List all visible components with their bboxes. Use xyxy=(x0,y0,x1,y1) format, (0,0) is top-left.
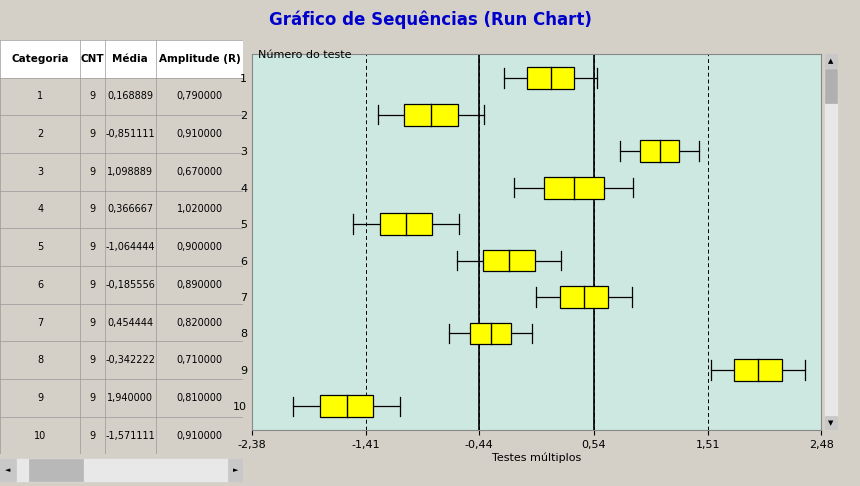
Text: -0,185556: -0,185556 xyxy=(105,280,155,290)
Text: 4: 4 xyxy=(37,205,43,214)
Text: 0,910000: 0,910000 xyxy=(176,129,223,139)
Text: 2: 2 xyxy=(37,129,43,139)
Text: Categoria: Categoria xyxy=(11,53,69,64)
Bar xyxy=(0,459,15,481)
Text: 9: 9 xyxy=(89,91,95,102)
Bar xyxy=(320,396,373,417)
Bar xyxy=(29,459,83,481)
Text: Gráfico de Sequências (Run Chart): Gráfico de Sequências (Run Chart) xyxy=(268,11,592,29)
Bar xyxy=(825,69,837,416)
Text: 0,168889: 0,168889 xyxy=(108,91,153,102)
Bar xyxy=(15,459,228,481)
Text: 0,366667: 0,366667 xyxy=(108,205,153,214)
Text: 0,890000: 0,890000 xyxy=(176,280,223,290)
Text: 0,910000: 0,910000 xyxy=(176,431,223,441)
Text: 9: 9 xyxy=(89,242,95,252)
Text: 1,020000: 1,020000 xyxy=(176,205,223,214)
Text: ▲: ▲ xyxy=(828,59,833,65)
Text: -0,851111: -0,851111 xyxy=(106,129,155,139)
Text: 9: 9 xyxy=(89,431,95,441)
Text: 0,454444: 0,454444 xyxy=(108,317,153,328)
Text: 0,900000: 0,900000 xyxy=(176,242,223,252)
X-axis label: Testes múltiplos: Testes múltiplos xyxy=(492,452,581,463)
Bar xyxy=(527,67,574,89)
Text: CNT: CNT xyxy=(81,53,104,64)
Bar xyxy=(544,176,604,198)
Bar xyxy=(734,359,782,381)
Text: Média: Média xyxy=(113,53,148,64)
Text: 9: 9 xyxy=(89,129,95,139)
Text: 9: 9 xyxy=(89,167,95,177)
Text: ►: ► xyxy=(233,467,238,473)
Text: 0,670000: 0,670000 xyxy=(176,167,223,177)
Text: 7: 7 xyxy=(37,317,43,328)
Text: 0,820000: 0,820000 xyxy=(176,317,223,328)
Text: 5: 5 xyxy=(37,242,43,252)
Bar xyxy=(640,140,679,162)
Text: 1,940000: 1,940000 xyxy=(108,393,153,403)
Text: 0,710000: 0,710000 xyxy=(176,355,223,365)
Text: 0,790000: 0,790000 xyxy=(176,91,223,102)
Bar xyxy=(483,250,535,272)
Bar xyxy=(404,104,458,125)
Text: 6: 6 xyxy=(37,280,43,290)
Bar xyxy=(380,213,433,235)
Bar xyxy=(560,286,608,308)
Bar xyxy=(825,54,837,69)
Text: 9: 9 xyxy=(89,205,95,214)
Text: 0,810000: 0,810000 xyxy=(176,393,223,403)
Text: Amplitude (R): Amplitude (R) xyxy=(159,53,241,64)
Text: -1,571111: -1,571111 xyxy=(105,431,155,441)
Text: Número do teste: Número do teste xyxy=(258,50,351,60)
Text: 10: 10 xyxy=(34,431,46,441)
Text: 3: 3 xyxy=(37,167,43,177)
Text: 1,098889: 1,098889 xyxy=(108,167,153,177)
Text: 1: 1 xyxy=(37,91,43,102)
Text: 9: 9 xyxy=(89,317,95,328)
Text: -0,342222: -0,342222 xyxy=(105,355,155,365)
Bar xyxy=(470,323,512,345)
Bar xyxy=(0,40,243,78)
Text: 9: 9 xyxy=(89,393,95,403)
Text: 9: 9 xyxy=(37,393,43,403)
Text: 8: 8 xyxy=(37,355,43,365)
Bar xyxy=(825,69,837,103)
Text: ◄: ◄ xyxy=(5,467,10,473)
Bar xyxy=(228,459,243,481)
Text: 9: 9 xyxy=(89,280,95,290)
Text: ▼: ▼ xyxy=(828,420,833,426)
Text: 9: 9 xyxy=(89,355,95,365)
Text: -1,064444: -1,064444 xyxy=(106,242,155,252)
Bar xyxy=(825,416,837,430)
